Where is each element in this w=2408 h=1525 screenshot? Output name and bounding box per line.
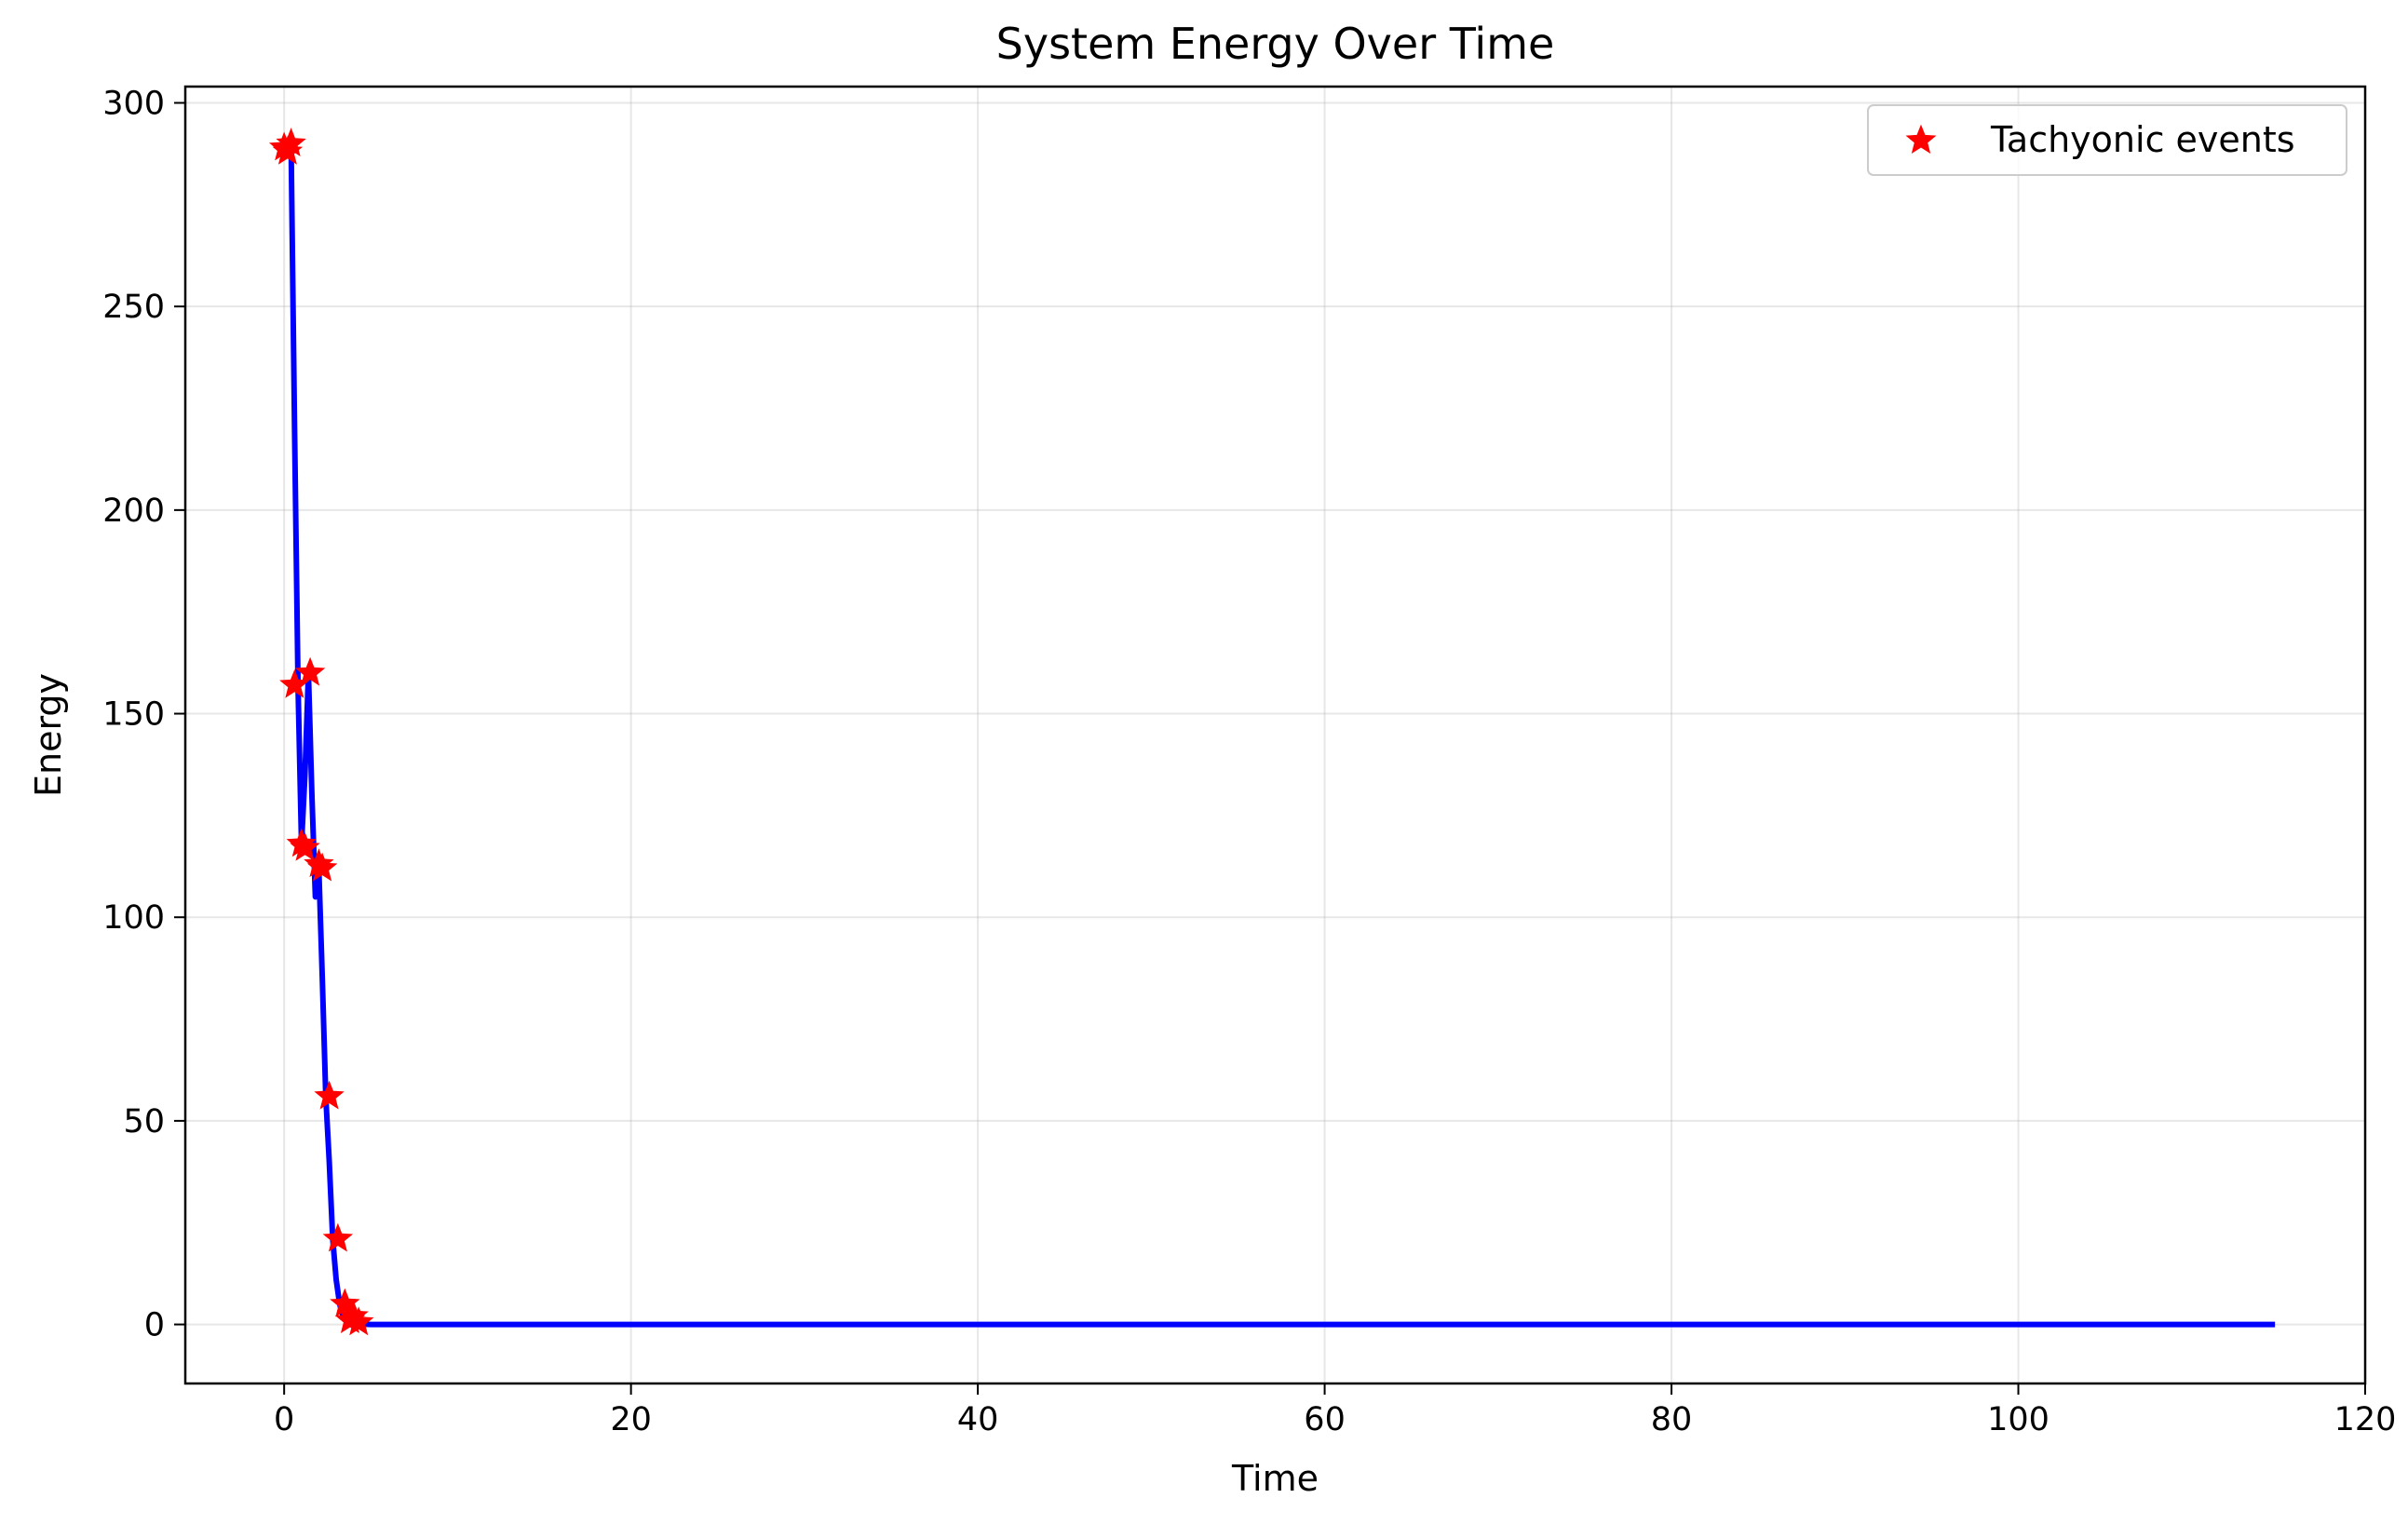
legend-star-marker: [1905, 124, 1937, 155]
x-tick-label: 60: [1304, 1401, 1346, 1438]
y-tick-label: 100: [102, 899, 165, 937]
y-tick-label: 50: [123, 1103, 165, 1140]
y-tick-label: 250: [102, 289, 165, 326]
tachyonic-event-point: [294, 656, 326, 686]
chart-title: System Energy Over Time: [996, 19, 1555, 69]
y-tick-label: 0: [144, 1307, 165, 1344]
x-tick-label: 120: [2334, 1401, 2397, 1438]
x-axis-label: Time: [1231, 1458, 1319, 1499]
legend: Tachyonic events: [1867, 104, 2347, 176]
x-tick-label: 80: [1651, 1401, 1693, 1438]
y-axis-ticks: 0 50 100 150 200 250 300: [102, 85, 185, 1344]
tachyonic-event-point: [344, 1306, 374, 1336]
tachyonic-event-point: [276, 128, 306, 157]
y-tick-label: 300: [102, 85, 165, 122]
x-tick-label: 100: [1987, 1401, 2050, 1438]
tachyonic-event-point: [314, 1080, 345, 1110]
energy-line: [285, 141, 2276, 1328]
x-tick-label: 20: [610, 1401, 652, 1438]
y-tick-label: 200: [102, 493, 165, 530]
x-axis-ticks: 0 20 40 60 80 100 120: [274, 1383, 2396, 1438]
legend-label-tachyonic-events: Tachyonic events: [1990, 119, 2295, 160]
tachyonic-event-point: [306, 852, 338, 882]
y-axis-label: Energy: [28, 673, 69, 797]
y-tick-label: 150: [102, 696, 165, 734]
tachyonic-event-point: [290, 831, 320, 861]
tachyonic-event-point: [330, 1288, 360, 1317]
grid: [185, 87, 2366, 1383]
plot-frame: [183, 85, 2367, 1385]
x-tick-label: 40: [957, 1401, 999, 1438]
plot-data: [268, 128, 2276, 1336]
x-tick-label: 0: [274, 1401, 294, 1438]
legend-box: [1867, 104, 2347, 176]
tachyonic-event-point: [322, 1222, 354, 1252]
